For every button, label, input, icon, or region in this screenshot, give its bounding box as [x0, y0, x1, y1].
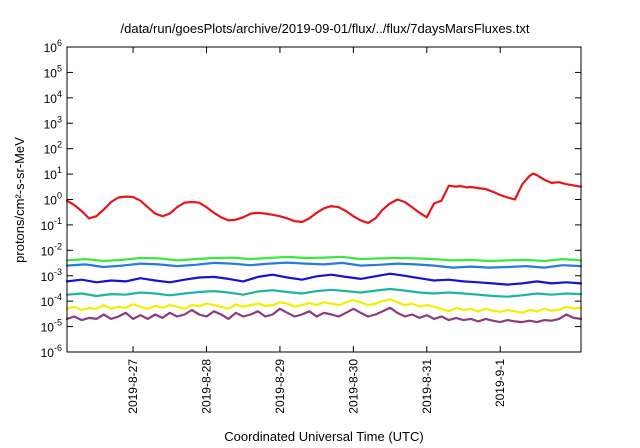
x-tick-label: 2019-9-1: [493, 359, 507, 407]
x-tick-label: 2019-8-28: [200, 359, 214, 414]
y-tick-label: 105: [44, 63, 62, 80]
y-tick-label: 106: [44, 38, 62, 55]
y-tick-label: 10-4: [41, 292, 62, 309]
y-axis-label: protons/cm²-s-sr-MeV: [12, 137, 27, 263]
x-tick-label: 2019-8-30: [346, 359, 360, 414]
y-axis: 10-6 10-5 10-4 10-3 10-2 10-1 100 101 102 103 104 1…: [41, 38, 581, 360]
x-tick-label: 2019-8-27: [126, 359, 140, 414]
x-axis: 2019-8-27 2019-8-28 2019-8-29 2019-8-30 2019…: [126, 47, 507, 414]
series-line-6: [65, 298, 583, 314]
chart-title: /data/run/goesPlots/archive/2019-09-01/f…: [121, 21, 530, 36]
y-tick-label: 102: [44, 140, 62, 157]
y-tick-label: 10-6: [41, 343, 62, 360]
y-tick-label: 101: [44, 165, 62, 182]
series-line-4: [65, 272, 583, 286]
y-tick-label: 10-1: [41, 216, 62, 233]
x-tick-label: 2019-8-29: [273, 359, 287, 414]
plot-series: [65, 172, 583, 324]
y-tick-label: 10-3: [41, 267, 62, 284]
y-tick-label: 10-5: [41, 318, 62, 335]
series-line-7: [65, 306, 583, 324]
plot-frame: [66, 46, 582, 353]
series-line-2: [65, 255, 583, 263]
x-tick-label: 2019-8-31: [420, 359, 434, 414]
y-tick-label: 104: [44, 89, 62, 106]
y-tick-label: 10-2: [41, 241, 62, 258]
series-line-5: [65, 287, 583, 298]
series-line-3: [65, 261, 583, 269]
x-axis-label: Coordinated Universal Time (UTC): [224, 429, 423, 444]
y-tick-label: 103: [44, 114, 62, 131]
y-tick-label: 100: [44, 191, 62, 208]
series-line-1: [65, 172, 583, 224]
